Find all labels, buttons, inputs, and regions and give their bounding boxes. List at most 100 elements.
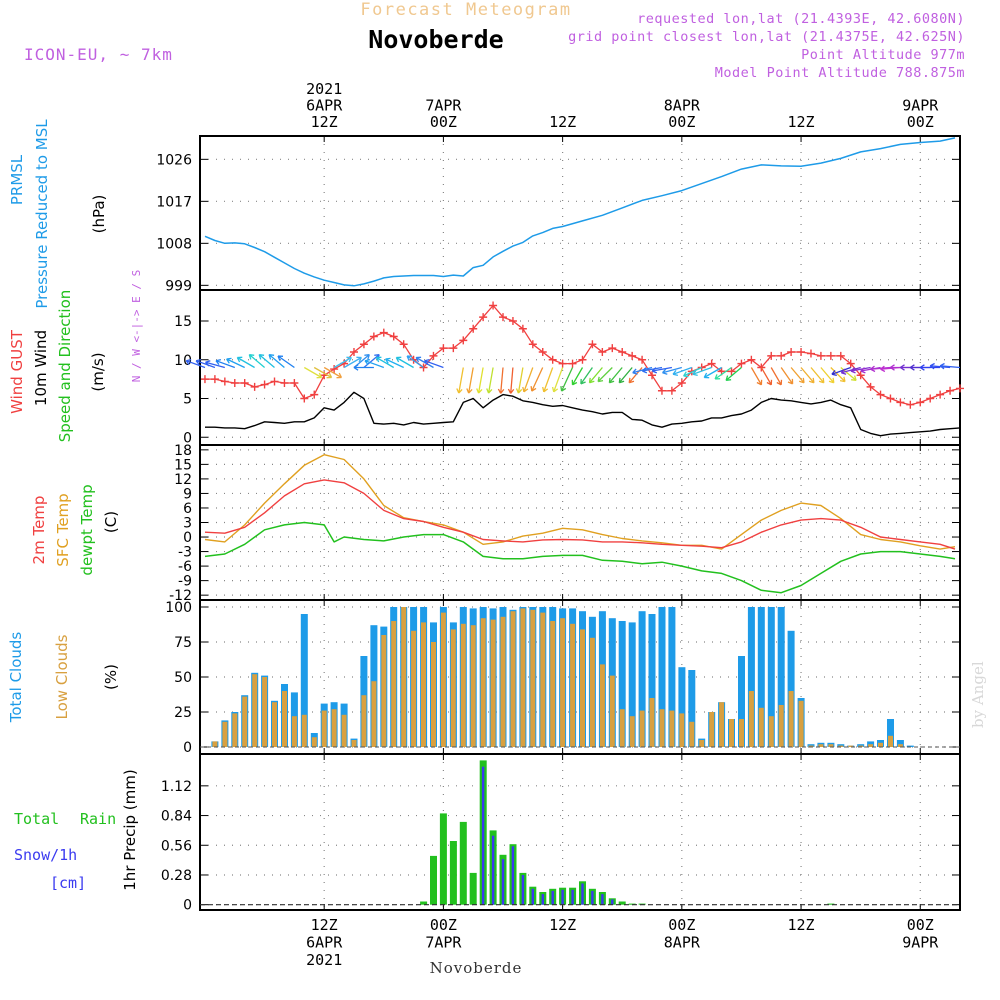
low-cloud-bar: [609, 675, 615, 747]
low-cloud-bar: [222, 721, 228, 747]
wind-arrow: [703, 366, 722, 379]
total-cloud-bar: [757, 607, 765, 747]
bottom-time-label: 6APR: [306, 934, 343, 952]
wind-arrow: [780, 367, 794, 385]
gust-marker: [846, 359, 855, 368]
rain-bar: [827, 903, 835, 905]
wind-arrow: [226, 357, 245, 369]
y-tick-label: 0: [183, 740, 192, 756]
panel-2: 0 5 10 15: [174, 289, 964, 446]
wind-arrow: [466, 367, 474, 394]
gust-marker: [429, 351, 438, 360]
wind-arrow: [560, 367, 574, 392]
wind-arrow: [236, 356, 255, 369]
top-time-label: 6APR: [306, 97, 343, 115]
wind-arrow: [515, 367, 524, 394]
y-tick-label: 0.84: [161, 809, 192, 825]
wind-arrow: [641, 366, 663, 374]
low-cloud-bar: [689, 721, 695, 747]
wind-arrow: [406, 355, 424, 369]
low-cloud-bar: [580, 629, 585, 747]
total-cloud-bar: [688, 670, 696, 747]
wind-arrow: [770, 367, 783, 386]
total-cloud-bar: [628, 622, 636, 747]
total-cloud-bar: [648, 614, 656, 747]
low-cloud-bar: [858, 745, 864, 747]
label-rain: Rain: [80, 810, 116, 828]
total-cloud-bar: [618, 621, 626, 747]
gust-marker: [886, 394, 895, 403]
wind-arrow: [530, 367, 544, 392]
point-altitude: Point Altitude 977m: [801, 47, 965, 63]
gust-marker: [270, 377, 279, 386]
y-label-10m: 10m Wind: [32, 330, 50, 406]
low-cloud-bar: [371, 681, 377, 747]
wind-arrow: [714, 366, 732, 380]
wind-arrow: [597, 367, 613, 383]
y-tick-label: 15: [174, 314, 192, 330]
top-time-label: 8APR: [664, 97, 701, 115]
low-cloud-bar: [560, 618, 566, 747]
low-cloud-bar: [629, 716, 635, 747]
wind-arrow: [831, 366, 851, 377]
y-tick-label: 15: [174, 457, 192, 473]
gust-marker: [399, 340, 408, 349]
snow-bar: [591, 890, 594, 905]
snow-bar: [531, 888, 534, 905]
rain-bar: [469, 872, 477, 905]
snow-bar: [581, 883, 584, 905]
snow-bar: [491, 835, 495, 905]
bottom-time-label: 8APR: [664, 934, 701, 952]
wind-arrow: [415, 356, 434, 369]
gust-marker: [300, 394, 309, 403]
wind-arrow: [486, 367, 494, 394]
gust-marker: [499, 313, 508, 322]
low-cloud-bar: [808, 745, 814, 747]
low-cloud-bar: [530, 609, 536, 747]
y-tick-label: 6: [183, 501, 192, 517]
low-cloud-bar: [599, 664, 605, 747]
watermark: by Angel: [969, 661, 987, 728]
pressure-line: [204, 137, 956, 287]
wind-arrow: [195, 358, 216, 369]
gust-marker: [359, 340, 368, 349]
y-tick-label: 18: [174, 443, 192, 459]
low-cloud-bar: [242, 696, 248, 747]
low-cloud-bar: [321, 710, 327, 747]
low-cloud-bar: [470, 625, 476, 747]
gust-marker: [479, 313, 488, 322]
y-tick-label: -12: [169, 588, 192, 604]
wind10m-line: [205, 391, 961, 437]
low-cloud-bar: [520, 608, 526, 747]
low-cloud-bar: [709, 712, 715, 747]
gust-marker: [956, 384, 964, 393]
gust-marker: [816, 351, 825, 360]
snow-bar: [501, 859, 505, 905]
low-cloud-bar: [868, 744, 874, 747]
low-cloud-bar: [490, 619, 496, 747]
wind-arrow: [542, 367, 554, 393]
gust-marker: [578, 355, 587, 364]
low-cloud-bar: [431, 642, 436, 747]
low-cloud-bar: [282, 691, 287, 747]
gust-line: [205, 304, 961, 406]
gust-marker: [737, 359, 746, 368]
gust-marker: [598, 348, 607, 356]
gust-marker: [797, 348, 806, 356]
gust-marker: [856, 371, 865, 380]
wind-arrow: [205, 360, 225, 369]
y-unit-ms: (m/s): [89, 352, 107, 391]
wind-arrow: [313, 366, 333, 379]
low-cloud-bar: [440, 612, 446, 747]
total-cloud-bar: [678, 667, 686, 747]
snow-bar: [561, 889, 564, 905]
wind-arrow: [375, 356, 395, 369]
bottom-time-label: 00Z: [668, 916, 695, 934]
wind-arrow: [215, 358, 236, 369]
label-snow: Snow/1h: [14, 846, 77, 864]
low-cloud-bar: [570, 623, 576, 747]
low-cloud-bar: [401, 607, 407, 747]
low-cloud-bar: [411, 630, 417, 747]
low-cloud-bar: [232, 713, 238, 747]
